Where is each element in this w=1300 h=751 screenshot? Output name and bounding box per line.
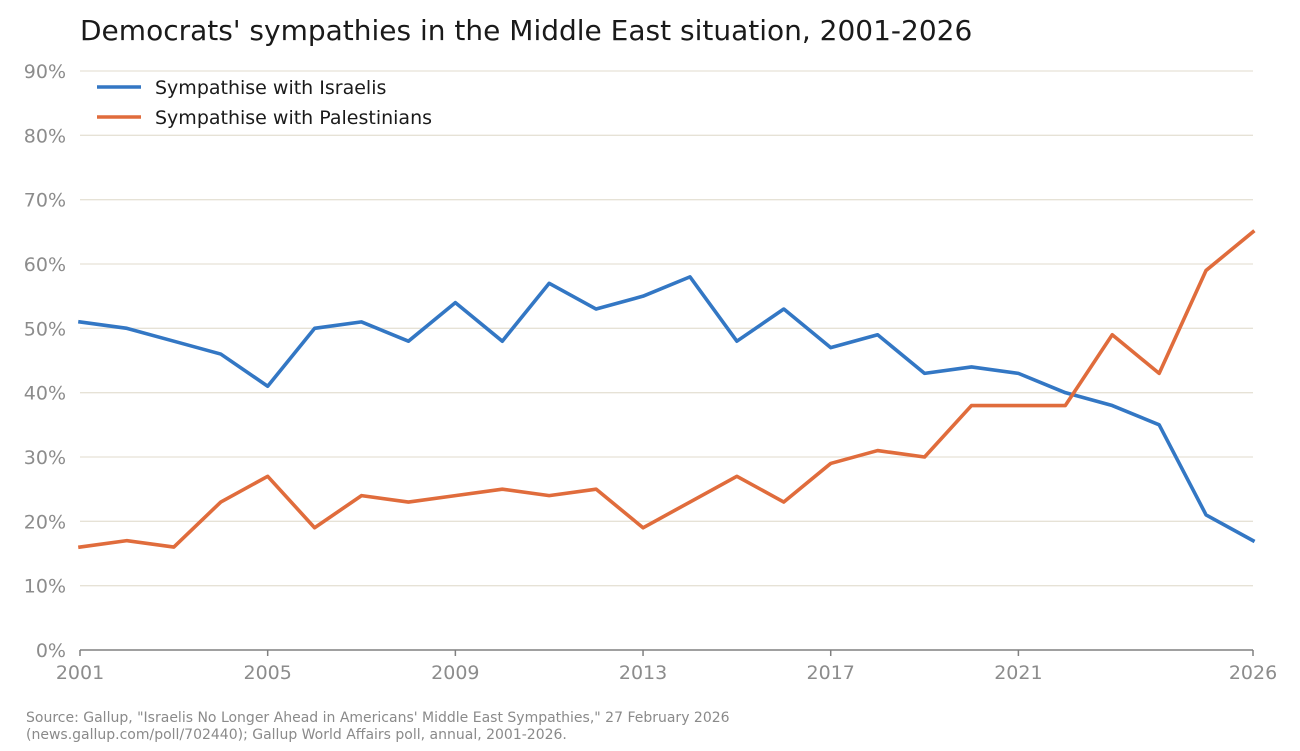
source-line-1: Source: Gallup, "Israelis No Longer Ahea… bbox=[26, 710, 730, 726]
y-tick-label: 30% bbox=[24, 447, 66, 469]
x-tick-label: 2009 bbox=[431, 662, 479, 684]
legend-label: Sympathise with Israelis bbox=[155, 77, 386, 99]
series-line-2 bbox=[77, 229, 1256, 550]
y-tick-label: 0% bbox=[36, 640, 66, 662]
series-line-1 bbox=[77, 275, 1256, 544]
x-tick-label: 2005 bbox=[244, 662, 292, 684]
chart-title: Democrats' sympathies in the Middle East… bbox=[80, 14, 973, 47]
x-tick-label: 2001 bbox=[56, 662, 104, 684]
y-tick-label: 20% bbox=[24, 511, 66, 533]
y-tick-label: 80% bbox=[24, 125, 66, 147]
source-line-2: (news.gallup.com/poll/702440); Gallup Wo… bbox=[26, 727, 567, 743]
x-axis: 2001 2005 2009 2013 2017 2021 2026 bbox=[56, 649, 1277, 684]
x-tick-label: 2026 bbox=[1229, 662, 1277, 684]
x-tick-label: 2021 bbox=[994, 662, 1042, 684]
legend: Sympathise with Israelis Sympathise with … bbox=[97, 77, 432, 129]
gridlines bbox=[80, 70, 1253, 587]
y-tick-label: 50% bbox=[24, 318, 66, 340]
x-tick-label: 2013 bbox=[619, 662, 667, 684]
y-tick-label: 40% bbox=[24, 383, 66, 405]
y-tick-label: 70% bbox=[24, 190, 66, 212]
y-tick-label: 10% bbox=[24, 576, 66, 598]
source-note: Source: Gallup, "Israelis No Longer Ahea… bbox=[26, 710, 730, 744]
y-tick-label: 90% bbox=[24, 61, 66, 83]
x-tick-label: 2017 bbox=[807, 662, 855, 684]
legend-label: Sympathise with Palestinians bbox=[155, 107, 432, 129]
y-axis-ticks: 0% 10% 20% 30% 40% 50% 60% 70% 80% 90% bbox=[24, 61, 66, 662]
series-lines bbox=[77, 229, 1256, 550]
y-tick-label: 60% bbox=[24, 254, 66, 276]
